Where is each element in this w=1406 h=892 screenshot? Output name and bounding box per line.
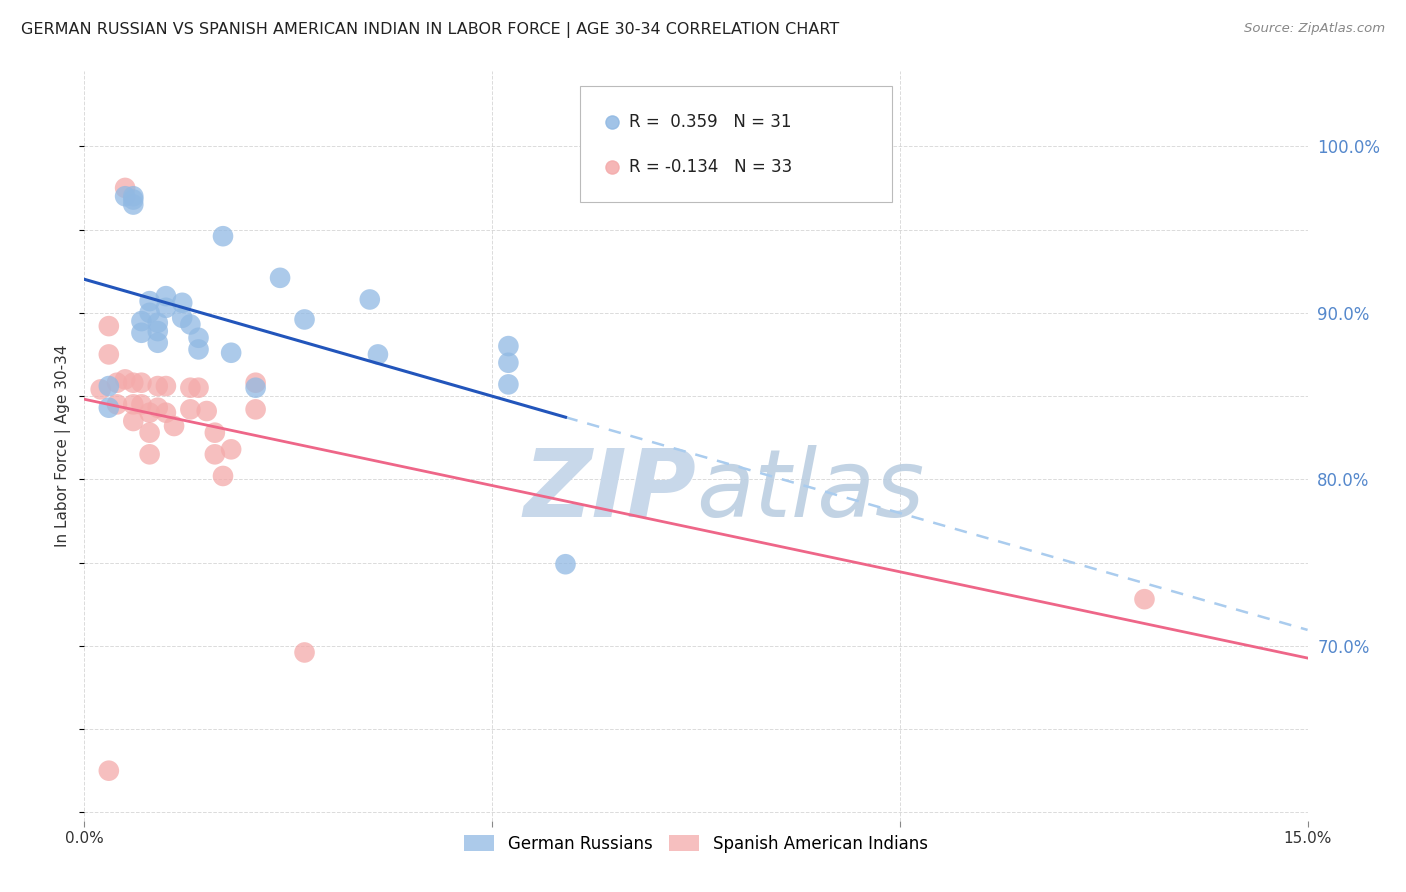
Point: [105, 376, 128, 390]
Point: [212, 469, 235, 483]
Text: GERMAN RUSSIAN VS SPANISH AMERICAN INDIAN IN LABOR FORCE | AGE 30-34 CORRELATION: GERMAN RUSSIAN VS SPANISH AMERICAN INDIA…: [21, 22, 839, 38]
Point: [155, 289, 177, 303]
Point: [187, 331, 209, 345]
Text: Source: ZipAtlas.com: Source: ZipAtlas.com: [1244, 22, 1385, 36]
Point: [179, 318, 201, 332]
Point: [498, 339, 520, 353]
Legend: German Russians, Spanish American Indians: German Russians, Spanish American Indian…: [456, 826, 936, 861]
Point: [105, 397, 128, 411]
Point: [367, 347, 389, 361]
Point: [1133, 592, 1156, 607]
Point: [179, 402, 201, 417]
Point: [172, 310, 194, 325]
Point: [172, 295, 194, 310]
FancyBboxPatch shape: [579, 87, 891, 202]
Text: R = -0.134   N = 33: R = -0.134 N = 33: [628, 158, 792, 176]
Point: [204, 447, 226, 461]
Text: ZIP: ZIP: [523, 445, 696, 537]
Point: [294, 312, 316, 326]
Point: [146, 324, 169, 338]
Point: [131, 376, 153, 390]
Point: [97, 401, 120, 415]
Point: [90, 383, 112, 397]
Point: [163, 419, 186, 434]
Point: [138, 425, 160, 440]
Point: [269, 270, 291, 285]
Text: atlas: atlas: [696, 445, 924, 536]
Point: [114, 189, 136, 203]
Point: [204, 425, 226, 440]
Point: [122, 197, 145, 211]
Point: [212, 229, 235, 244]
Point: [138, 294, 160, 309]
Point: [122, 193, 145, 207]
Point: [155, 301, 177, 315]
Point: [155, 379, 177, 393]
Point: [187, 381, 209, 395]
Point: [122, 397, 145, 411]
Point: [146, 379, 169, 393]
Point: [146, 316, 169, 330]
Point: [97, 379, 120, 393]
Point: [122, 376, 145, 390]
Point: [245, 376, 267, 390]
Point: [97, 764, 120, 778]
Point: [359, 293, 381, 307]
Point: [195, 404, 218, 418]
Point: [131, 397, 153, 411]
Point: [131, 314, 153, 328]
Point: [114, 181, 136, 195]
Text: R =  0.359   N = 31: R = 0.359 N = 31: [628, 112, 792, 130]
Point: [131, 326, 153, 340]
Point: [97, 347, 120, 361]
Point: [122, 189, 145, 203]
Point: [146, 335, 169, 350]
Point: [138, 306, 160, 320]
Point: [114, 372, 136, 386]
Point: [219, 442, 242, 457]
Point: [187, 343, 209, 357]
Point: [498, 377, 520, 392]
Point: [179, 381, 201, 395]
Point: [122, 414, 145, 428]
Point: [294, 645, 316, 659]
Point: [155, 406, 177, 420]
Point: [219, 345, 242, 359]
Point: [554, 558, 576, 572]
Point: [97, 319, 120, 334]
Point: [146, 401, 169, 415]
Point: [138, 406, 160, 420]
Point: [138, 447, 160, 461]
Point: [245, 381, 267, 395]
Point: [498, 356, 520, 370]
Point: [245, 402, 267, 417]
Y-axis label: In Labor Force | Age 30-34: In Labor Force | Age 30-34: [55, 344, 72, 548]
